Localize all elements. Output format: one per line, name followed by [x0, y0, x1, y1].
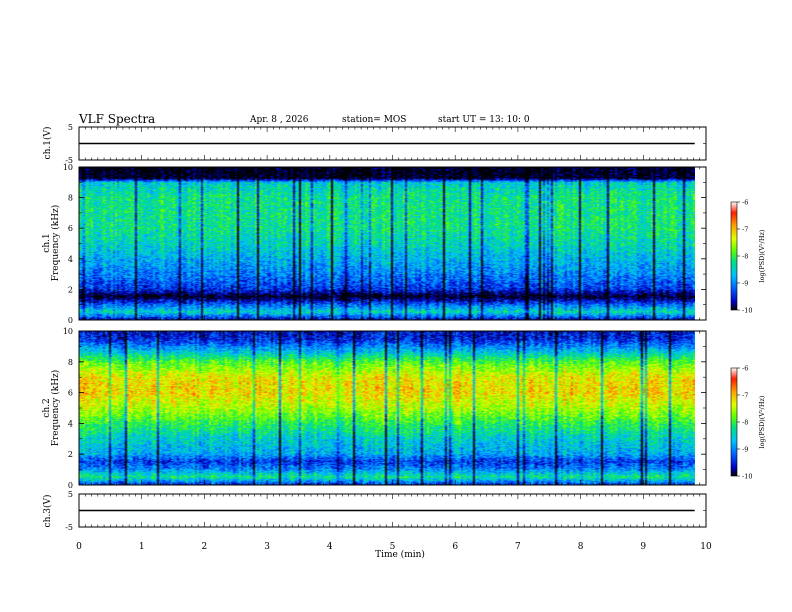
- ch2-spectrogram-ytick-label: 8: [68, 358, 73, 367]
- ch1-spectrogram-ylabel-frequency: Frequency (kHz): [50, 205, 61, 282]
- colorbar-tick-label: -10: [742, 473, 752, 481]
- ch2-spectrogram-image: [79, 331, 695, 485]
- ch1-colorbar-gradient: [730, 201, 738, 311]
- ch3-waveform-ytick-label: 5: [68, 490, 73, 499]
- ch2-colorbar: -6 -7 -8 -9 -10 log(PSD)(V²/Hz): [730, 365, 766, 481]
- time-axis-tick-label: 10: [700, 542, 712, 552]
- ch1-waveform-ylabel: ch.1(V): [42, 127, 53, 160]
- ch3-waveform-panel: 5 -5: [65, 490, 707, 532]
- colorbar-tick-label: -10: [742, 307, 752, 315]
- ch2-colorbar-label: log(PSD)(V²/Hz): [758, 395, 766, 448]
- colorbar-tick-label: -9: [742, 446, 748, 454]
- ch2-spectrogram-ytick-label: 2: [68, 450, 73, 459]
- ch1-waveform-ytick-label: 5: [68, 123, 73, 132]
- ch2-spectrogram-ytick-label: 4: [68, 419, 73, 428]
- ch1-waveform-ytick-label: -5: [65, 156, 73, 165]
- ch2-spectrogram-ylabel-channel: ch.2: [42, 398, 52, 417]
- header-station: station= MOS: [342, 115, 406, 125]
- colorbar-tick-label: -6: [742, 365, 748, 373]
- time-axis-tick-label: 4: [327, 542, 333, 552]
- ch2-spectrogram-ytick-label: 10: [63, 327, 73, 336]
- time-axis: 0 1 2 3 4 5 6 7 8 9 10: [76, 542, 712, 552]
- ch2-spectrogram-ylabel-frequency: Frequency (kHz): [50, 370, 61, 447]
- time-axis-tick-label: 1: [139, 542, 145, 552]
- time-axis-tick-label: 0: [76, 542, 82, 552]
- time-axis-tick-label: 2: [202, 542, 208, 552]
- colorbar-tick-label: -7: [742, 392, 748, 400]
- time-axis-tick-label: 9: [640, 542, 646, 552]
- time-axis-label: Time (min): [375, 549, 425, 560]
- figure-title: VLF Spectra: [78, 112, 155, 126]
- ch1-spectrogram-ytick-label: 2: [68, 285, 73, 294]
- ch1-colorbar: -6 -7 -8 -9 -10 log(PSD)(V²/Hz): [730, 199, 766, 315]
- time-axis-tick-label: 5: [390, 542, 396, 552]
- header-date: Apr. 8 , 2026: [249, 115, 309, 125]
- ch2-spectrogram-ytick-label: 0: [68, 481, 73, 490]
- colorbar-tick-label: -6: [742, 199, 748, 207]
- ch1-spectrogram-ytick-label: 6: [68, 224, 73, 233]
- ch1-spectrogram-ytick-label: 10: [63, 163, 73, 172]
- ch2-spectrogram-ytick-label: 6: [68, 389, 73, 398]
- time-axis-tick-label: 6: [452, 542, 458, 552]
- ch2-colorbar-gradient: [730, 367, 738, 477]
- ch1-spectrogram-ytick-label: 0: [68, 316, 73, 325]
- ch3-waveform-ytick-label: -5: [65, 523, 73, 532]
- colorbar-tick-label: -8: [742, 253, 748, 261]
- colorbar-tick-label: -9: [742, 280, 748, 288]
- ch1-spectrogram-ylabel-channel: ch.1: [42, 233, 52, 252]
- ch1-spectrogram-ytick-label: 8: [68, 194, 73, 203]
- colorbar-tick-label: -7: [742, 226, 748, 234]
- ch1-waveform-panel: 5 -5: [65, 123, 707, 165]
- colorbar-tick-label: -8: [742, 419, 748, 427]
- time-axis-tick-label: 7: [515, 542, 521, 552]
- ch3-waveform-ylabel: ch.3(V): [42, 495, 53, 528]
- time-axis-tick-label: 8: [578, 542, 584, 552]
- ch1-spectrogram-panel: 0 2 4 6 8 10: [63, 163, 707, 325]
- ch1-spectrogram-image: [79, 167, 695, 320]
- header-start-time: start UT = 13: 10: 0: [438, 115, 530, 125]
- ch2-spectrogram-panel: 0 2 4 6 8 10: [63, 327, 707, 490]
- time-axis-tick-label: 3: [264, 542, 270, 552]
- ch1-colorbar-label: log(PSD)(V²/Hz): [758, 229, 766, 282]
- ch1-spectrogram-ytick-label: 4: [68, 255, 73, 264]
